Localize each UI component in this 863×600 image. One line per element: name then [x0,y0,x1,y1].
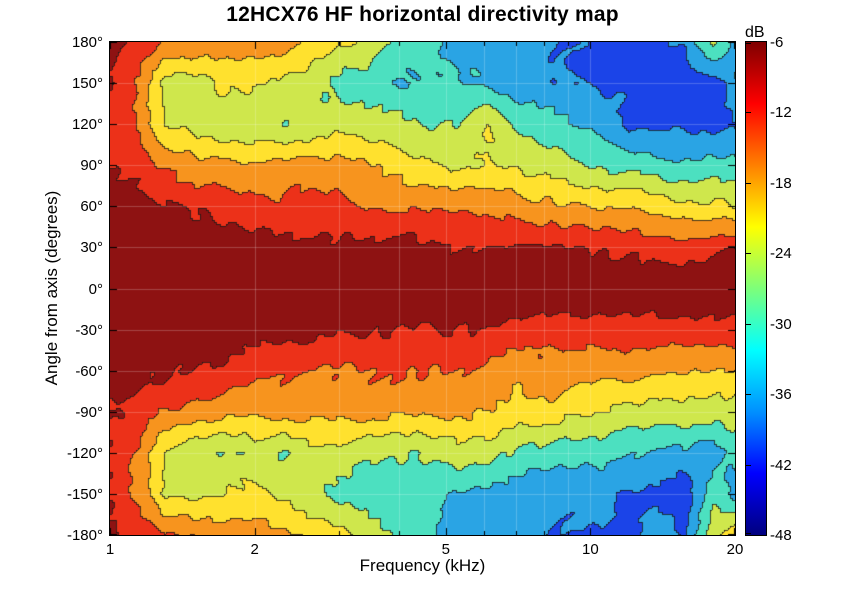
colorbar-tick-label: -18 [770,174,792,192]
y-tick-label: -60° [75,362,103,380]
colorbar-tick-label: -24 [770,245,792,263]
colorbar-tick-label: -42 [770,456,792,474]
colorbar-tick-mark [746,323,751,325]
y-tick-label: -120° [66,444,103,462]
colorbar-tick-mark [746,253,751,255]
colorbar [745,41,767,536]
y-tick-label: 60° [80,198,103,216]
x-axis-label: Frequency (kHz) [359,556,486,575]
x-tick-label: 2 [250,541,259,558]
y-tick-label: 180° [71,34,103,51]
y-tick-label: 120° [71,116,103,134]
chart-title: 12HCX76 HF horizontal directivity map [226,3,619,26]
y-tick-label: -180° [66,527,103,544]
x-tick-label: 10 [582,541,599,558]
colorbar-unit-label: dB [745,24,765,41]
y-tick-label: 150° [71,75,103,93]
x-tick-label: 20 [726,541,744,558]
colorbar-tick-mark [746,464,751,466]
colorbar-tick-label: -6 [770,34,784,51]
y-tick-label: -150° [66,485,103,503]
colorbar-tick-label: -30 [770,315,792,333]
colorbar-tick-label: -36 [770,386,792,404]
colorbar-tick-mark [746,43,751,44]
y-tick-label: 90° [80,157,103,175]
directivity-heatmap [109,41,736,536]
y-tick-label: -30° [75,321,103,339]
y-tick-label: -90° [75,403,103,421]
colorbar-tick-mark [746,533,751,534]
colorbar-tick-mark [746,182,751,184]
x-tick-label: 1 [105,541,115,558]
colorbar-tick-label: -12 [770,104,792,122]
y-tick-label: 30° [80,239,103,257]
x-tick-label: 5 [441,541,450,558]
colorbar-tick-mark [746,394,751,396]
colorbar-tick-mark [746,112,751,114]
colorbar-tick-label: -48 [770,527,792,544]
y-tick-label: 0° [88,280,103,298]
